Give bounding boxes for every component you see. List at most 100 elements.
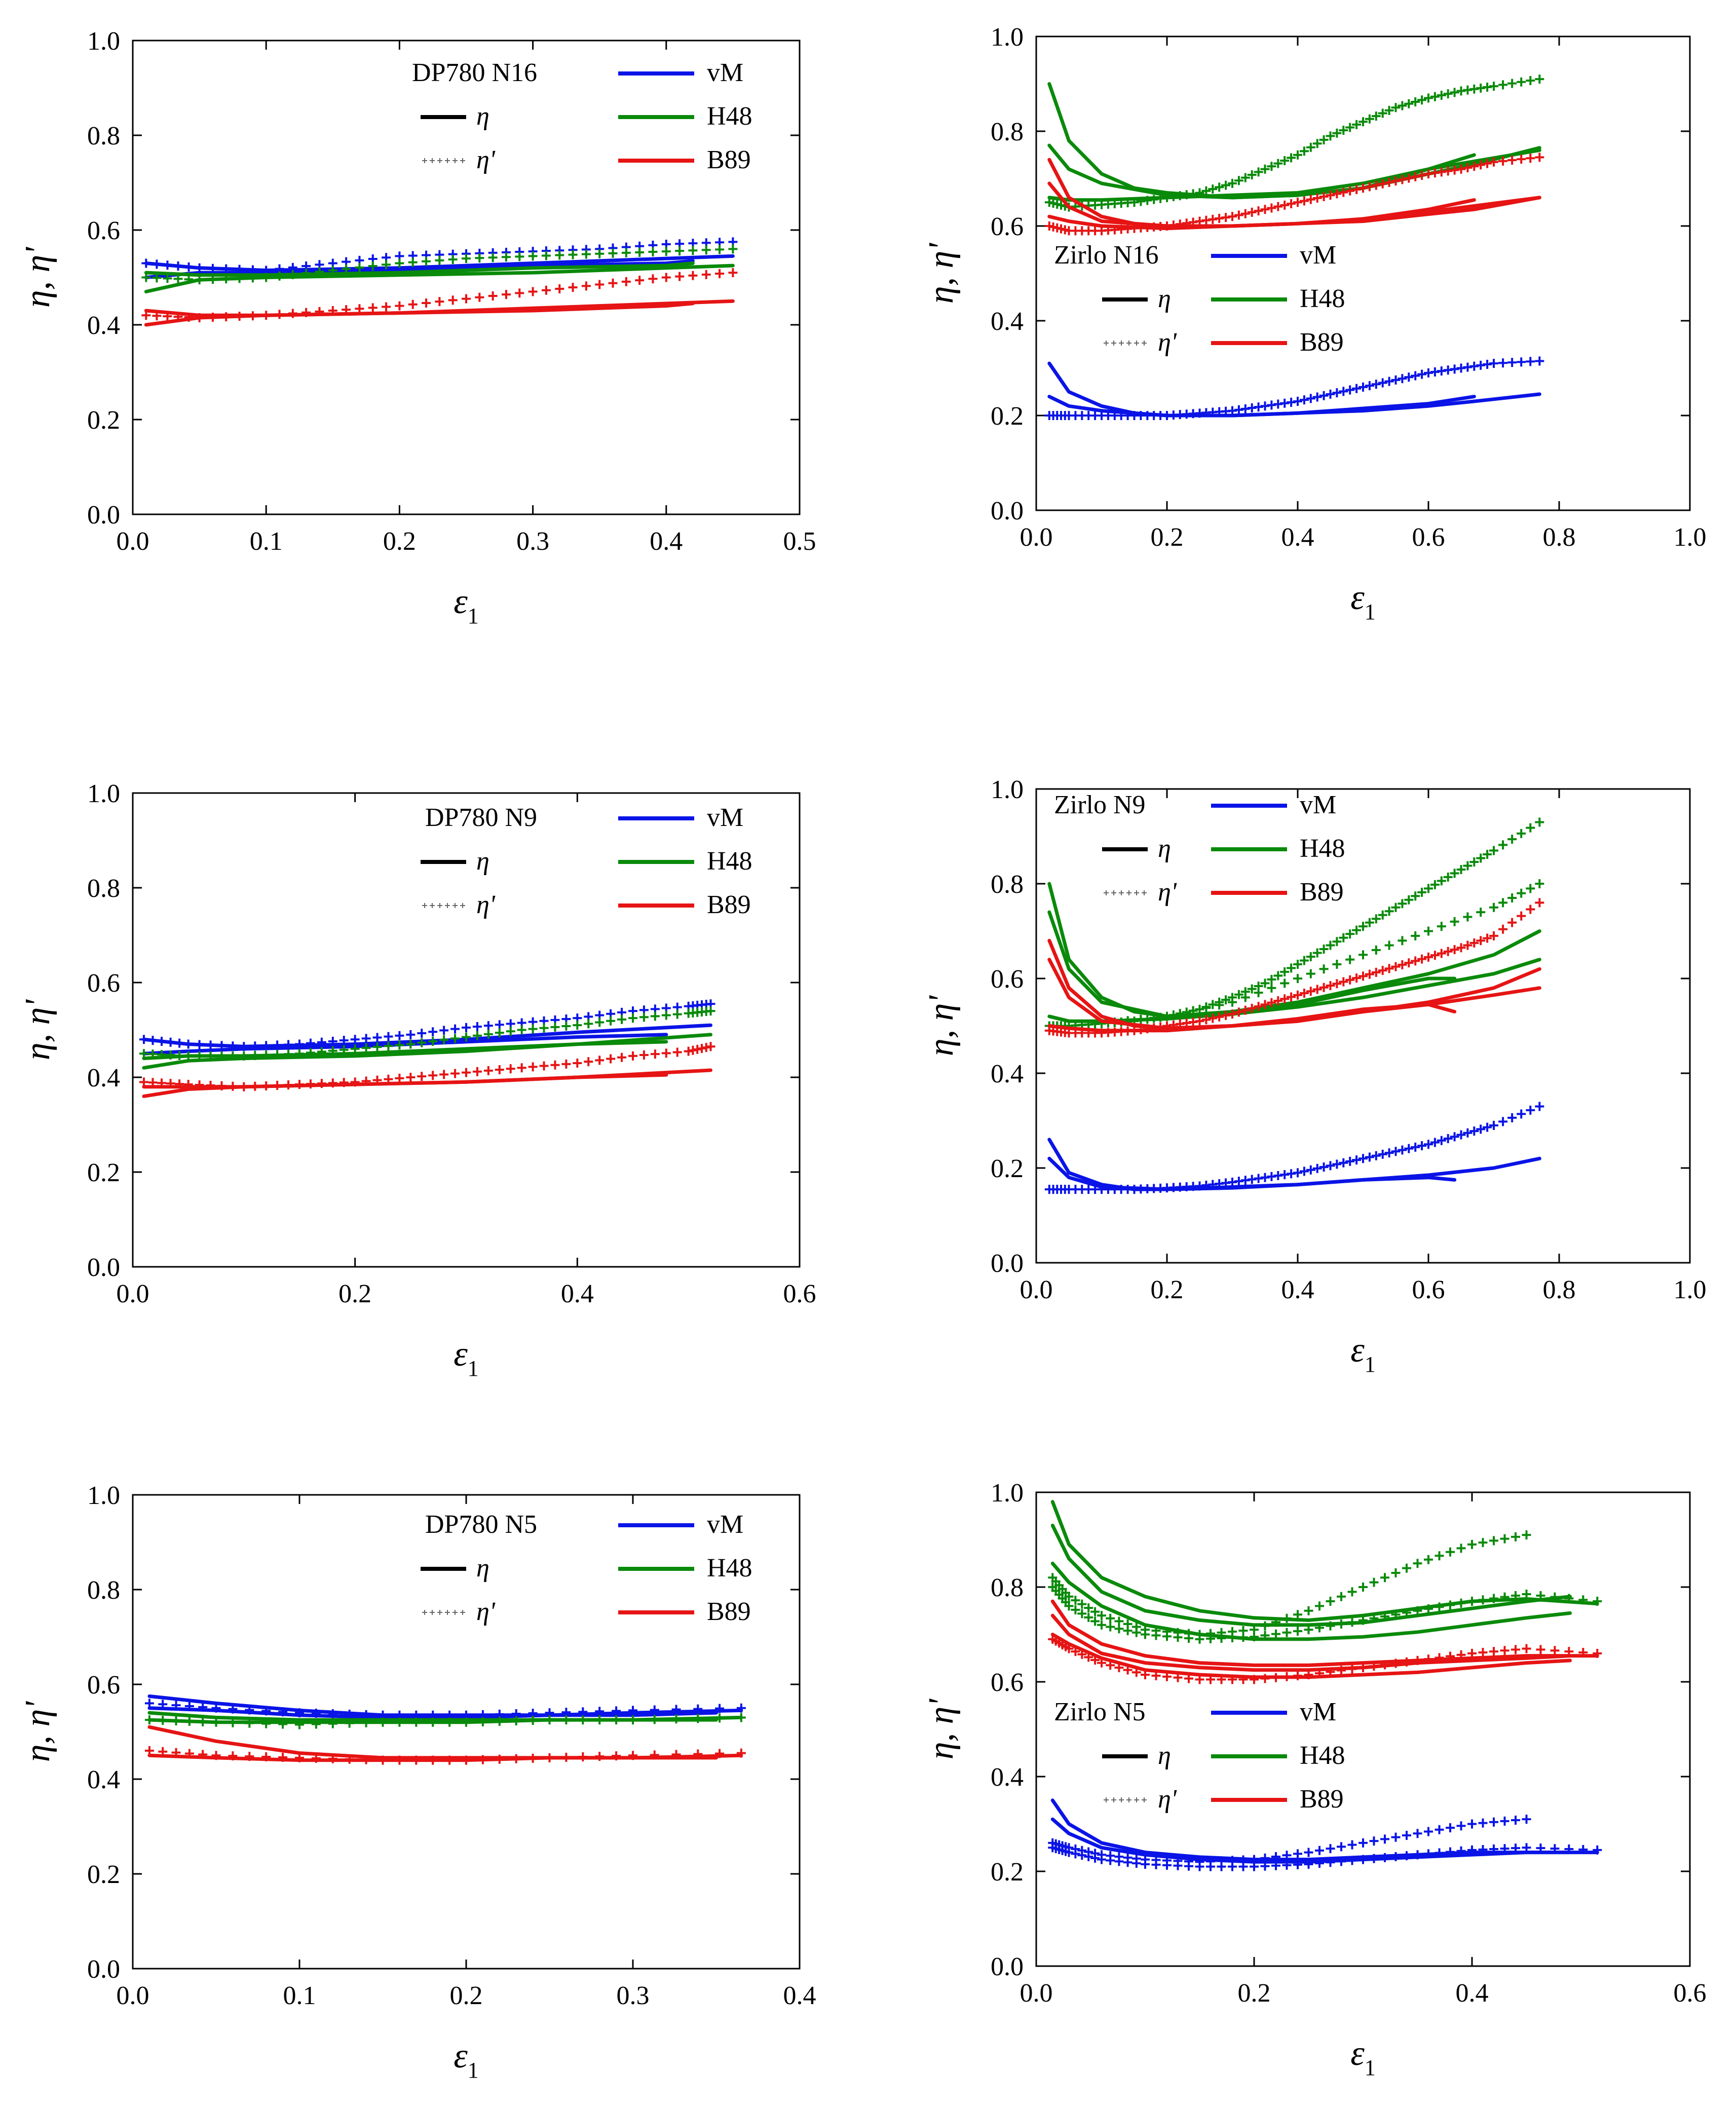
marker-b89-eta-prime — [688, 271, 698, 280]
plot-frame — [132, 40, 801, 515]
series-b89-eta — [1050, 1613, 1572, 1672]
marker-b89-eta-prime — [1064, 1644, 1074, 1653]
marker-b89-eta-prime — [581, 281, 591, 291]
marker-h48-eta-prime — [408, 257, 418, 267]
marker-b89-eta-prime — [550, 1060, 560, 1070]
marker-h48-eta-prime — [1071, 1596, 1080, 1605]
marker-h48-eta-prime — [342, 264, 351, 274]
series-vm-eta_prime — [1044, 356, 1544, 420]
marker-b89-eta-prime — [384, 1074, 393, 1084]
marker-b89-eta-prime — [1332, 979, 1342, 989]
marker-vm-eta-prime — [198, 1702, 208, 1712]
marker-h48-eta-prime — [361, 1718, 371, 1727]
marker-h48-eta-prime — [1517, 888, 1526, 898]
series-h48-eta_prime — [139, 1006, 715, 1061]
marker-vm-eta-prime — [1511, 1843, 1520, 1853]
marker-b89-eta-prime — [1123, 1665, 1133, 1675]
x-axis-label-main: ε — [1350, 1331, 1365, 1370]
marker-vm-eta-prime — [1522, 1843, 1531, 1853]
marker-h48-eta-prime — [368, 261, 378, 271]
marker-h48-eta-prime — [1273, 159, 1283, 168]
marker-b89-eta-prime — [628, 1751, 637, 1760]
series-b89-eta_prime — [144, 1746, 746, 1765]
x-axis-label: ε1 — [1350, 578, 1376, 624]
marker-b89-eta-prime — [1247, 207, 1257, 217]
marker-b89-eta-prime — [1206, 1675, 1215, 1684]
marker-h48-eta-prime — [528, 1024, 538, 1034]
marker-h48-eta-prime — [141, 273, 151, 282]
marker-h48-eta-prime — [1417, 887, 1427, 897]
marker-vm-eta-prime — [1417, 1141, 1427, 1151]
marker-vm-eta-prime — [163, 260, 172, 270]
marker-vm-eta-prime — [139, 1035, 148, 1044]
legend-b89-label: B89 — [1300, 1785, 1344, 1814]
marker-h48-eta-prime — [1345, 955, 1355, 964]
legend-eta-prime-marker — [422, 158, 427, 163]
marker-b89-eta-prime — [1217, 1675, 1226, 1684]
marker-h48-eta-prime — [395, 1717, 404, 1727]
x-tick-label: 0.0 — [117, 527, 149, 556]
marker-h48-eta-prime — [1507, 79, 1517, 88]
marker-b89-eta-prime — [221, 312, 231, 322]
marker-b89-eta-prime — [235, 312, 244, 321]
marker-vm-eta-prime — [1326, 389, 1335, 399]
marker-h48-eta-prime — [1206, 1634, 1215, 1643]
marker-vm-eta-prime — [1371, 1151, 1381, 1160]
marker-vm-eta-prime — [1483, 1122, 1492, 1132]
marker-b89-eta-prime — [1299, 988, 1309, 998]
marker-vm-eta-prime — [1507, 358, 1517, 367]
marker-h48-eta-prime — [1090, 1607, 1100, 1616]
marker-b89-eta-prime — [1173, 1673, 1183, 1682]
marker-b89-eta-prime — [158, 1747, 168, 1756]
marker-h48-eta-prime — [183, 1051, 193, 1061]
marker-vm-eta-prime — [245, 1705, 254, 1715]
marker-b89-eta-prime — [1469, 938, 1479, 948]
marker-h48-eta-prime — [1168, 1010, 1178, 1020]
marker-vm-eta-prime — [578, 1707, 588, 1717]
marker-h48-eta-prime — [1500, 1534, 1509, 1543]
marker-h48-eta-prime — [555, 250, 564, 260]
marker-h48-eta-prime — [650, 1011, 660, 1021]
marker-h48-eta-prime — [339, 1045, 349, 1054]
y-tick-label: 1.0 — [87, 779, 120, 808]
marker-h48-eta-prime — [1114, 1624, 1124, 1634]
series-b89-eta — [1050, 1633, 1572, 1679]
marker-h48-eta-prime — [1282, 1613, 1292, 1623]
legend-eta-prime-marker — [1119, 1797, 1124, 1802]
legend-title: Zirlo N16 — [1054, 241, 1159, 270]
legend-eta-prime-marker — [1134, 1797, 1139, 1802]
marker-b89-eta-prime — [595, 1056, 605, 1065]
marker-h48-eta-prime — [1332, 959, 1342, 969]
marker-h48-eta-prime — [1517, 828, 1526, 838]
line-h48-eta — [1050, 1523, 1572, 1627]
y-tick-label: 0.6 — [991, 1668, 1024, 1697]
marker-b89-eta-prime — [635, 276, 645, 285]
y-tick-label: 0.2 — [991, 1858, 1024, 1887]
marker-h48-eta-prime — [1469, 857, 1479, 867]
marker-h48-eta-prime — [361, 1043, 371, 1053]
marker-b89-eta-prime — [1526, 154, 1535, 163]
marker-vm-eta-prime — [1476, 1124, 1486, 1134]
marker-h48-eta-prime — [495, 1028, 504, 1038]
marker-b89-eta-prime — [1240, 209, 1250, 218]
line-h48-eta — [1050, 1500, 1599, 1622]
series-b89-eta_prime — [1044, 153, 1544, 236]
marker-h48-eta-prime — [621, 248, 631, 257]
marker-h48-eta-prime — [472, 1031, 482, 1040]
marker-h48-eta-prime — [1411, 891, 1420, 901]
marker-h48-eta-prime — [1304, 1606, 1313, 1615]
marker-b89-eta-prime — [1347, 1664, 1357, 1674]
legend-vm-label: vM — [707, 1510, 743, 1539]
marker-h48-eta-prime — [1446, 1600, 1455, 1610]
marker-h48-eta-prime — [1326, 940, 1335, 950]
marker-vm-eta-prime — [1339, 387, 1348, 396]
marker-h48-eta-prime — [584, 1019, 593, 1029]
y-tick-label: 0.0 — [87, 1253, 120, 1282]
marker-b89-eta-prime — [595, 280, 605, 289]
marker-h48-eta-prime — [1217, 1633, 1226, 1643]
marker-h48-eta-prime — [1195, 1634, 1204, 1644]
marker-b89-eta-prime — [1293, 1671, 1302, 1680]
marker-h48-eta-prime — [478, 1717, 487, 1726]
series-vm-eta — [1047, 361, 1541, 418]
marker-h48-eta-prime — [1097, 1611, 1106, 1621]
